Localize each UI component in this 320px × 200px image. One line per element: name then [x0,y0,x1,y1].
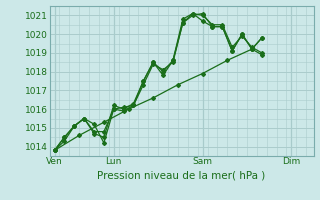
X-axis label: Pression niveau de la mer( hPa ): Pression niveau de la mer( hPa ) [98,171,266,181]
